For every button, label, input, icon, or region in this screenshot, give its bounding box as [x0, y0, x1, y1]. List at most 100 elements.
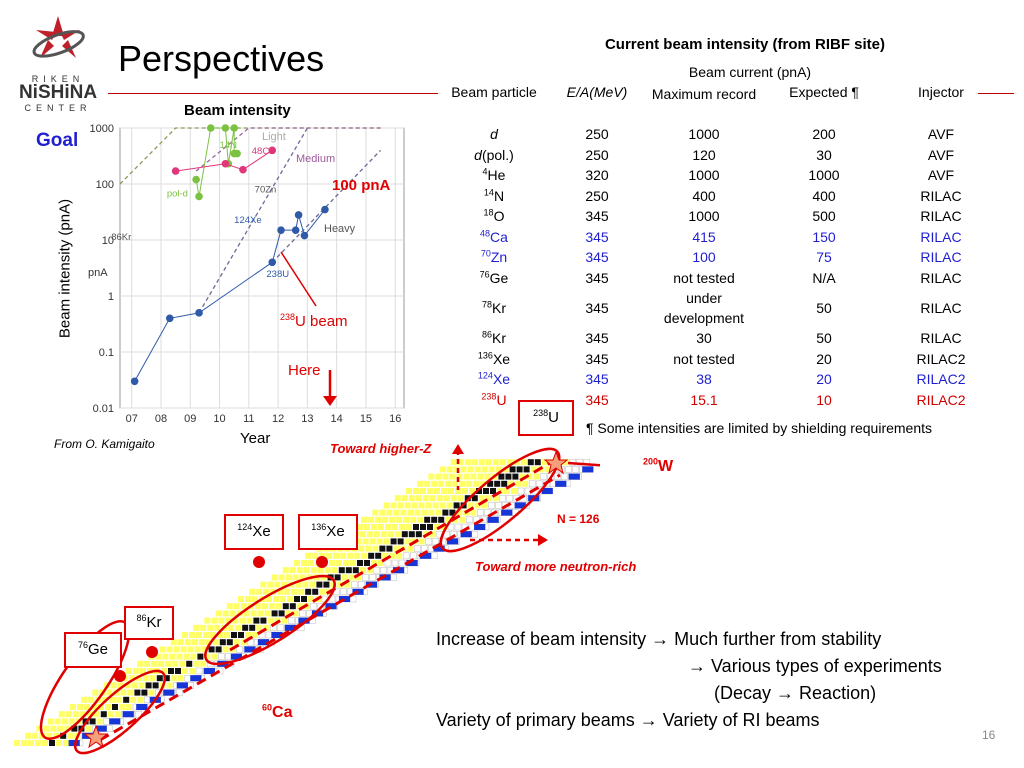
- cell-expected: N/A: [812, 269, 836, 286]
- arrow-icon: →: [688, 656, 706, 676]
- nuclide-cell: [481, 502, 488, 509]
- nuclide-cell: [375, 552, 382, 559]
- nuclide-cell: [362, 538, 369, 545]
- nuclide-cell: [131, 682, 138, 689]
- nuclide-cell: [341, 574, 348, 581]
- nuclide-cell: [339, 588, 347, 596]
- nuclide-cell: [190, 653, 197, 660]
- nuclide-cell: [88, 696, 95, 703]
- nuclide-cell: [457, 495, 464, 502]
- nuclide-cell: [137, 696, 144, 703]
- nuclide-cell: [404, 502, 411, 509]
- nuclide-cell: [465, 516, 473, 524]
- nuclide-cell: [371, 524, 377, 530]
- nuclide-cell: [348, 574, 355, 581]
- nuclide-cell: [414, 545, 421, 552]
- nuclide-cell: [197, 653, 204, 660]
- nuclide-cell: [390, 502, 397, 509]
- nuclide-cell: [222, 646, 229, 653]
- data-point: [195, 309, 203, 317]
- nuclide-cell: [162, 653, 169, 660]
- nuclide-cell: [432, 538, 439, 545]
- nuclide-cell: [410, 516, 417, 523]
- chart-ylabel: Beam intensity (pnA): [56, 198, 74, 339]
- x-tick-label: 10: [213, 413, 225, 425]
- nuclide-cell: [49, 740, 55, 746]
- cell-expected: 200: [812, 126, 836, 143]
- nuclide-cell: [184, 674, 192, 682]
- box-kr86-mass: 86: [136, 613, 147, 623]
- nuclide-cell: [499, 494, 507, 502]
- nuclide-cell: [396, 516, 403, 523]
- nuclide-cell: [64, 725, 71, 732]
- nuclide-cell: [301, 596, 307, 602]
- nuclide-cell: [28, 740, 34, 746]
- nuclide-cell: [289, 567, 296, 574]
- r-process-cell: [460, 531, 472, 538]
- header-particle: Beam particle: [451, 84, 537, 100]
- r-process-cell: [311, 610, 324, 617]
- nuclide-cell: [504, 488, 510, 494]
- nuclide-cell: [268, 603, 275, 610]
- plot-grid: [120, 127, 404, 409]
- nuclide-cell: [170, 639, 177, 646]
- nuclide-cell: [308, 596, 314, 602]
- nuclide-cell: [163, 675, 170, 682]
- nuclide-cell: [294, 560, 300, 566]
- nuclide-cell: [158, 660, 165, 667]
- nuclide-cell: [43, 725, 50, 732]
- nuclide-cell: [260, 581, 267, 588]
- goal-label: Goal: [36, 130, 79, 151]
- nuclide-cell: [245, 596, 251, 602]
- box-xe124-mass: 124: [237, 522, 253, 532]
- particle-element: Xe: [492, 350, 511, 367]
- nuclide-cell: [200, 660, 207, 667]
- nuclide-cell: [235, 624, 242, 631]
- nuclide-cell: [478, 459, 485, 466]
- nuclide-cell: [302, 581, 309, 588]
- nuclide-cell: [296, 567, 303, 574]
- nuclide-cell: [358, 581, 365, 588]
- cell-max: 1000: [688, 126, 720, 143]
- nuclide-cell: [231, 632, 237, 638]
- nuclide-cell: [434, 488, 440, 494]
- nuclide-cell: [379, 509, 386, 516]
- data-point: [230, 149, 238, 158]
- nuclide-cell: [394, 495, 401, 502]
- nuclide-cell: [305, 552, 312, 559]
- nuclide-cell: [420, 488, 426, 494]
- nuclide-cell: [77, 704, 83, 710]
- nuclide-cell: [351, 581, 358, 588]
- nuclide-cell: [85, 725, 92, 732]
- nuclide-cell: [376, 538, 383, 545]
- nuclide-cell: [236, 646, 243, 653]
- r-process-cell: [514, 502, 526, 509]
- nuclide-cell: [219, 639, 226, 646]
- nuclide-cell: [393, 545, 400, 552]
- nuclide-cell: [408, 495, 415, 502]
- data-point: [291, 226, 300, 234]
- nuclide-cell: [449, 473, 456, 480]
- nuclide-cell: [21, 740, 27, 746]
- nuclide-cell: [452, 480, 459, 487]
- table-row: d(pol.) 250 120 30 AVF: [436, 145, 1000, 166]
- box-ge76-mass: 76: [77, 640, 88, 650]
- nuclide-cell: [273, 596, 279, 602]
- nuclide-cell: [233, 639, 240, 646]
- nuclide-cell: [210, 632, 216, 638]
- nuclide-cell: [53, 732, 60, 739]
- nuclide-cell: [442, 473, 449, 480]
- nuclide-cell: [398, 559, 406, 567]
- nuclide-cell: [112, 704, 118, 710]
- nuclide-cell: [505, 473, 512, 480]
- data-point: [195, 192, 203, 201]
- nuclide-cell: [207, 624, 214, 631]
- nuclide-cell: [47, 718, 54, 725]
- nuclide-cell: [572, 466, 579, 473]
- r-process-cell: [163, 689, 175, 696]
- nuclide-cell: [495, 502, 502, 509]
- nuclide-cell: [120, 689, 127, 696]
- box-xe136-el: Xe: [326, 523, 345, 540]
- nuclide-cell: [159, 646, 166, 653]
- nuclide-cell: [287, 596, 293, 602]
